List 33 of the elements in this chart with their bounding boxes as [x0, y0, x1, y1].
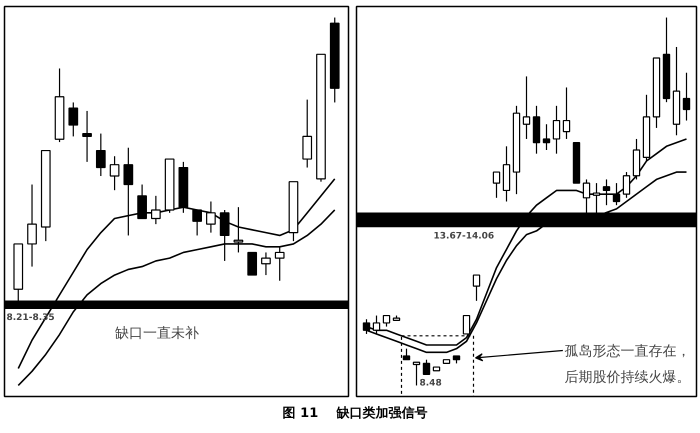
text: 缺口一直未补 [114, 325, 199, 342]
candlestick [542, 124, 550, 151]
candlestick [274, 246, 285, 282]
candlestick [27, 184, 37, 268]
candlestick [412, 362, 420, 386]
candlestick [562, 86, 570, 140]
candlestick [472, 274, 480, 302]
candlestick [247, 252, 258, 276]
candlestick [612, 182, 620, 206]
candlestick [602, 178, 610, 206]
annotation: 8.48 [420, 378, 442, 388]
candlestick [372, 314, 380, 335]
candlestick [552, 105, 560, 154]
candlestick [522, 76, 530, 140]
candlestick [137, 184, 147, 220]
candlestick [206, 200, 216, 234]
candlestick [302, 99, 312, 168]
candlestick [492, 171, 500, 198]
candlestick [192, 209, 202, 236]
annotation: 后期股价持续火爆。 [564, 370, 690, 386]
caption: 图 11 缺口类加强信号 [282, 405, 428, 423]
candlestick [382, 314, 390, 328]
candlestick [422, 359, 430, 376]
band-label: 13.67-14.06 [434, 231, 494, 242]
candlestick [261, 252, 271, 276]
candlestick [682, 72, 690, 122]
candlestick [622, 171, 630, 198]
candlestick [150, 195, 161, 225]
candlestick [68, 102, 78, 138]
candlestick [96, 132, 106, 177]
annotation: 孤岛形态一直存在， [564, 344, 690, 360]
candlestick [110, 156, 120, 191]
candlestick [82, 110, 92, 162]
